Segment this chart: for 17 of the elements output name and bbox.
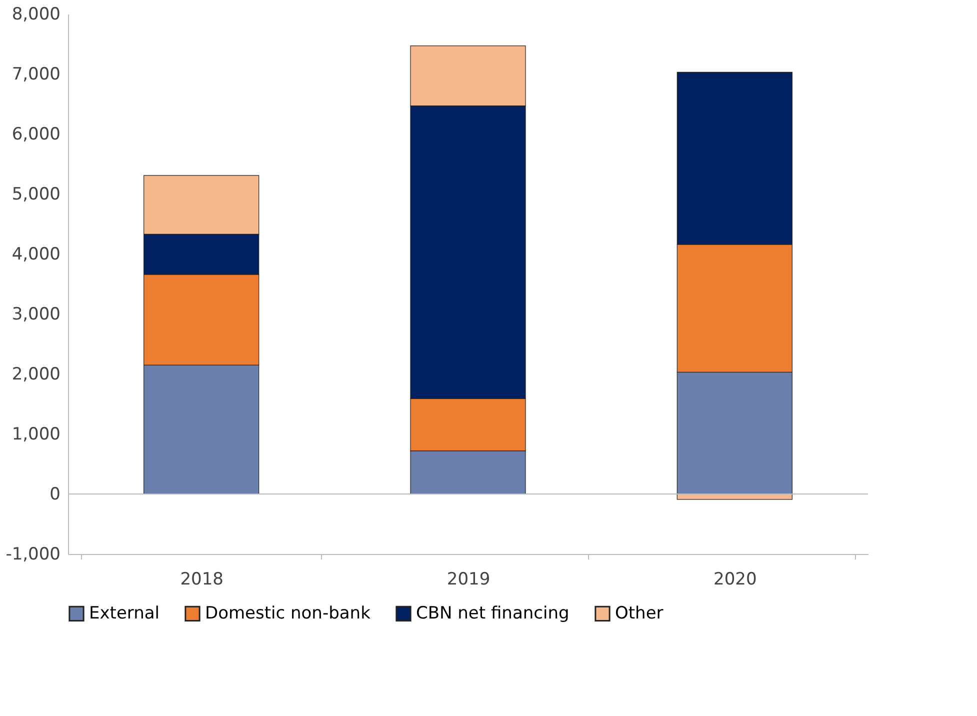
legend-label: CBN net financing xyxy=(416,604,570,624)
y-tick-label: 8,000 xyxy=(12,4,60,24)
x-tick-label: 2018 xyxy=(180,570,224,590)
y-tick-label: 4,000 xyxy=(12,244,60,264)
x-tick-label: 2019 xyxy=(446,570,490,590)
y-tick-label: 3,000 xyxy=(12,304,60,324)
y-tick-label: 1,000 xyxy=(12,424,60,444)
y-tick-label: 5,000 xyxy=(12,184,60,204)
legend-label: External xyxy=(89,604,160,624)
y-tick-label: 6,000 xyxy=(12,124,60,144)
y-tick-label: 2,000 xyxy=(12,364,60,384)
x-tick-label: 2020 xyxy=(714,570,757,590)
y-tick-label: 7,000 xyxy=(12,64,60,84)
y-tick-label: -1,000 xyxy=(6,544,60,564)
y-tick-label: 0 xyxy=(50,484,60,504)
legend-label: Other xyxy=(615,604,664,624)
legend-label: Domestic non-bank xyxy=(205,604,371,624)
